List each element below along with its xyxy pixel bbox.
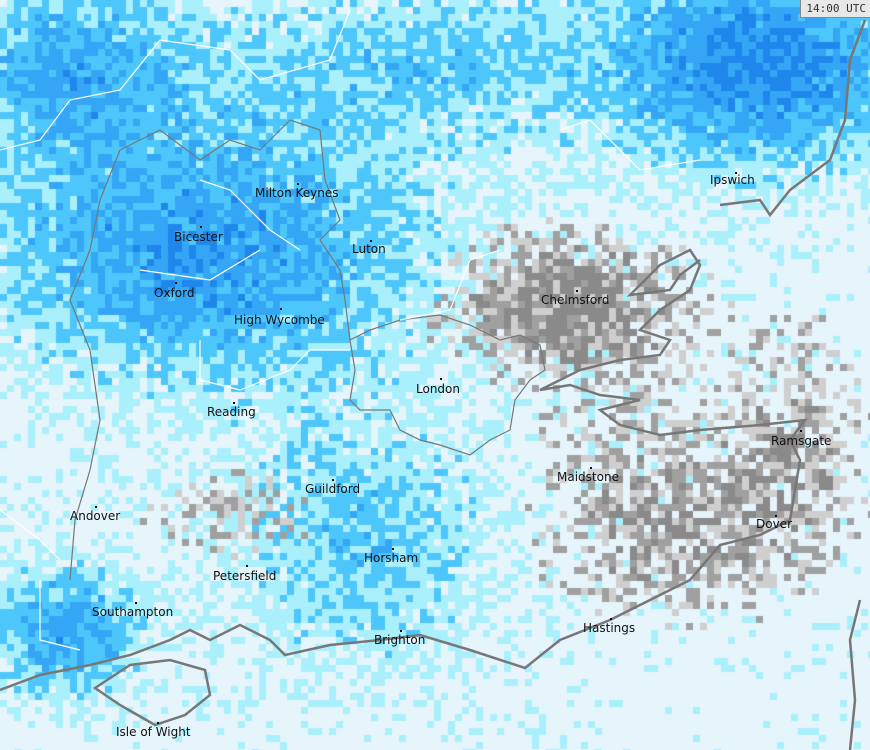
city-label: Southampton (92, 605, 174, 619)
city-label: Milton Keynes (255, 186, 339, 200)
city-dot (157, 722, 159, 724)
city-dot (135, 602, 137, 604)
coastline-south (0, 248, 808, 692)
city-dot (175, 282, 177, 284)
county-boundary (69, 119, 351, 581)
city-dot (200, 226, 202, 228)
city-dot (590, 467, 592, 469)
city-label: Maidstone (557, 470, 619, 484)
timestamp-label: 14:00 UTC (800, 0, 870, 18)
coastline-kent-east (848, 599, 862, 750)
city-label: Guildford (305, 482, 361, 496)
city-label: Andover (70, 509, 121, 523)
coastline-east (719, 19, 867, 218)
city-label: Reading (207, 405, 256, 419)
city-dot (735, 172, 737, 174)
city-label: Petersfield (213, 569, 277, 583)
city-label: High Wycombe (234, 313, 325, 327)
city-dot (440, 378, 442, 380)
city-dot (576, 290, 578, 292)
city-dot (233, 402, 235, 404)
city-label: Chelmsford (541, 293, 610, 307)
london-boundary (349, 314, 546, 456)
city-dot (332, 479, 334, 481)
city-dot (95, 506, 97, 508)
city-label: Ramsgate (771, 434, 832, 448)
city-dot (392, 548, 394, 550)
city-dot (246, 565, 248, 567)
city-dot (280, 308, 282, 310)
city-dot (370, 240, 372, 242)
city-dot (610, 618, 612, 620)
city-dot (800, 430, 802, 432)
city-dot (297, 183, 299, 185)
city-label: Bicester (174, 230, 223, 244)
city-label: Luton (352, 242, 386, 256)
city-dot (775, 515, 777, 517)
city-label: Hastings (583, 621, 636, 635)
city-dot (400, 630, 402, 632)
region-boundary (0, 9, 701, 651)
city-label: Isle of Wight (116, 725, 191, 739)
city-label: Horsham (364, 551, 419, 565)
city-label: London (416, 382, 460, 396)
city-label: Dover (756, 517, 792, 531)
city-label: Oxford (154, 286, 195, 300)
city-label: Ipswich (710, 173, 755, 187)
isle-of-wight-coast (92, 658, 212, 727)
city-label: Brighton (374, 633, 426, 647)
